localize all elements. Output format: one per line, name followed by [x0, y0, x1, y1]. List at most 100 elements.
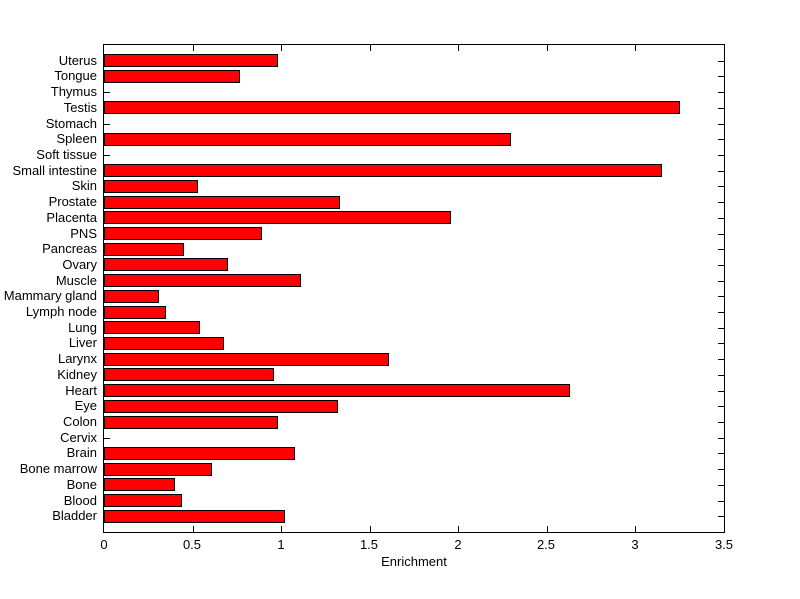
bar-larynx	[104, 353, 389, 366]
y-tick-label-lung: Lung	[68, 320, 97, 335]
y-tick-label-stomach: Stomach	[45, 116, 97, 131]
y-tick-right-lymph-node	[718, 312, 724, 313]
y-tick-label-pancreas: Pancreas	[42, 241, 97, 256]
y-tick-label-eye: Eye	[74, 398, 97, 413]
x-tick-label-3: 3	[631, 537, 639, 552]
bar-mammary-gland	[104, 290, 159, 303]
y-tick-label-blood: Blood	[63, 493, 97, 508]
x-tick-bottom-1.5	[370, 526, 371, 532]
bar-ovary	[104, 258, 228, 271]
bar-eye	[104, 400, 338, 413]
bar-uterus	[104, 54, 278, 67]
bar-kidney	[104, 368, 274, 381]
y-tick-left-cervix	[104, 438, 110, 439]
bar-spleen	[104, 133, 511, 146]
x-tick-label-0: 0	[100, 537, 108, 552]
bar-liver	[104, 337, 224, 350]
y-tick-label-liver: Liver	[68, 335, 97, 350]
y-tick-right-stomach	[718, 124, 724, 125]
bar-small-intestine	[104, 164, 662, 177]
y-tick-label-brain: Brain	[66, 445, 97, 460]
x-tick-top-2.5	[547, 45, 548, 51]
y-tick-label-thymus: Thymus	[50, 84, 97, 99]
y-tick-right-testis	[718, 108, 724, 109]
y-tick-label-testis: Testis	[63, 100, 97, 115]
bar-prostate	[104, 196, 340, 209]
y-tick-right-placenta	[718, 218, 724, 219]
y-tick-label-soft-tissue: Soft tissue	[36, 147, 97, 162]
bar-bone	[104, 478, 175, 491]
y-tick-right-liver	[718, 343, 724, 344]
bar-pns	[104, 227, 262, 240]
y-tick-label-uterus: Uterus	[58, 53, 97, 68]
y-tick-label-lymph-node: Lymph node	[25, 304, 97, 319]
y-tick-right-bladder	[718, 516, 724, 517]
y-tick-right-small-intestine	[718, 171, 724, 172]
y-tick-label-tongue: Tongue	[54, 68, 97, 83]
y-tick-right-thymus	[718, 92, 724, 93]
y-tick-label-mammary-gland: Mammary gland	[3, 288, 97, 303]
x-tick-bottom-0.5	[193, 526, 194, 532]
x-tick-top-1.5	[370, 45, 371, 51]
x-tick-label-1.5: 1.5	[359, 537, 379, 552]
bar-bladder	[104, 510, 285, 523]
y-tick-right-tongue	[718, 76, 724, 77]
bar-brain	[104, 447, 295, 460]
x-tick-top-3	[635, 45, 636, 51]
x-tick-label-0.5: 0.5	[182, 537, 202, 552]
y-tick-label-colon: Colon	[63, 414, 97, 429]
y-tick-right-kidney	[718, 375, 724, 376]
y-tick-right-mammary-gland	[718, 296, 724, 297]
y-tick-right-pns	[718, 234, 724, 235]
y-tick-left-soft-tissue	[104, 155, 110, 156]
x-tick-top-1	[281, 45, 282, 51]
bar-heart	[104, 384, 570, 397]
x-tick-bottom-2	[458, 526, 459, 532]
plot-area	[103, 44, 725, 533]
y-tick-label-small-intestine: Small intestine	[12, 163, 97, 178]
x-tick-label-1: 1	[277, 537, 285, 552]
x-tick-top-2	[458, 45, 459, 51]
y-tick-left-thymus	[104, 92, 110, 93]
y-tick-right-larynx	[718, 359, 724, 360]
y-tick-label-bone-marrow: Bone marrow	[19, 461, 97, 476]
y-tick-right-bone	[718, 485, 724, 486]
bar-muscle	[104, 274, 301, 287]
bar-skin	[104, 180, 198, 193]
y-tick-right-colon	[718, 422, 724, 423]
x-tick-bottom-3	[635, 526, 636, 532]
x-tick-label-2: 2	[454, 537, 462, 552]
y-tick-right-prostate	[718, 202, 724, 203]
bar-lung	[104, 321, 200, 334]
y-tick-label-ovary: Ovary	[62, 257, 97, 272]
y-tick-right-uterus	[718, 61, 724, 62]
y-tick-label-skin: Skin	[71, 178, 97, 193]
y-tick-left-stomach	[104, 124, 110, 125]
y-tick-label-spleen: Spleen	[56, 131, 97, 146]
y-tick-right-ovary	[718, 265, 724, 266]
y-tick-right-soft-tissue	[718, 155, 724, 156]
y-tick-label-kidney: Kidney	[57, 367, 97, 382]
y-tick-label-bone: Bone	[66, 477, 97, 492]
x-tick-top-0.5	[193, 45, 194, 51]
y-tick-right-muscle	[718, 281, 724, 282]
y-tick-label-bladder: Bladder	[52, 508, 97, 523]
y-tick-right-cervix	[718, 438, 724, 439]
bar-testis	[104, 101, 680, 114]
y-tick-right-pancreas	[718, 249, 724, 250]
y-tick-right-brain	[718, 453, 724, 454]
y-tick-label-cervix: Cervix	[60, 430, 97, 445]
y-tick-right-skin	[718, 186, 724, 187]
y-tick-right-heart	[718, 391, 724, 392]
bar-bone-marrow	[104, 463, 212, 476]
x-tick-label-2.5: 2.5	[536, 537, 556, 552]
bar-colon	[104, 416, 278, 429]
bar-blood	[104, 494, 182, 507]
x-tick-bottom-2.5	[547, 526, 548, 532]
y-tick-label-placenta: Placenta	[46, 210, 97, 225]
y-tick-label-heart: Heart	[65, 383, 97, 398]
y-tick-label-prostate: Prostate	[48, 194, 97, 209]
x-tick-bottom-1	[281, 526, 282, 532]
bar-tongue	[104, 70, 240, 83]
